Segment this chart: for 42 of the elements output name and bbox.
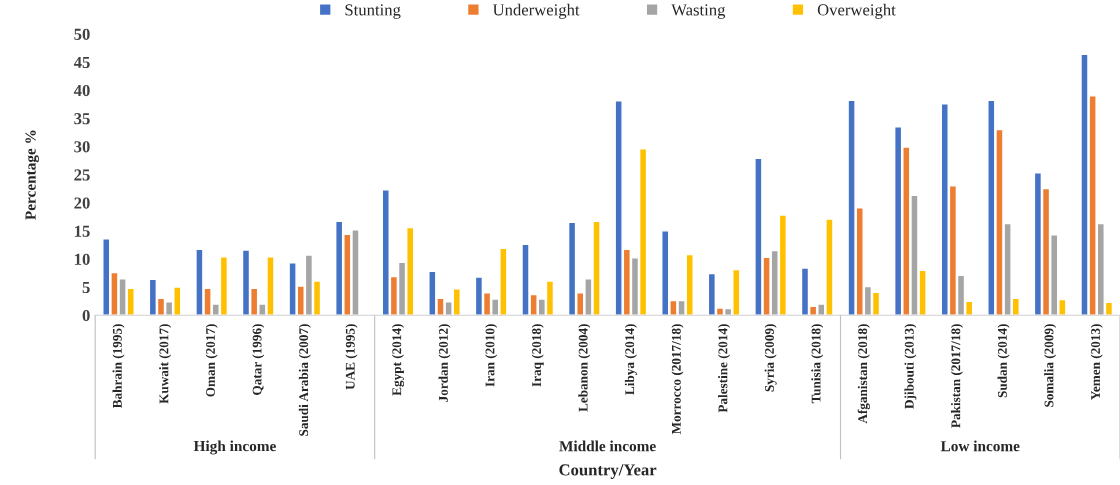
x-tick-label: Palestine (2014) xyxy=(718,324,731,413)
y-tick-label: 50 xyxy=(74,28,90,40)
y-tick-label: 0 xyxy=(82,309,90,322)
legend-label: Wasting xyxy=(671,4,726,19)
x-tick-label: Saudi Arabia (2007) xyxy=(298,324,311,436)
x-tick-label: Yemen (2013) xyxy=(1090,324,1103,400)
x-tick-label: Djibouti (2013) xyxy=(904,324,917,409)
legend-label: Underweight xyxy=(492,3,580,19)
y-tick-label: 20 xyxy=(74,197,90,209)
x-tick-label: Qatar (1996) xyxy=(252,324,265,395)
x-tick-label: Oman (2017) xyxy=(205,324,218,397)
x-tick-label: Pakistan (2017/18) xyxy=(950,324,963,428)
x-tick-label: Kuwait (2017) xyxy=(159,324,172,404)
y-axis-title: Percentage % xyxy=(25,130,39,220)
y-tick-label: 35 xyxy=(74,113,90,125)
x-tick-label: Iran (2010) xyxy=(485,324,498,387)
x-tick-label: Lebanon (2004) xyxy=(578,324,591,412)
x-axis-title: Country/Year xyxy=(559,464,657,479)
x-tick-label: Iraq (2018) xyxy=(531,324,544,387)
x-tick-label: Somalia (2009) xyxy=(1044,324,1057,407)
y-tick-label: 45 xyxy=(73,56,90,69)
x-tick-label: Syria (2009) xyxy=(764,324,777,392)
y-tick-label: 25 xyxy=(74,169,90,181)
x-tick-label: Morrocco (2017/18) xyxy=(671,324,684,435)
legend-label: Overweight xyxy=(817,3,896,19)
y-tick-label: 40 xyxy=(73,84,90,97)
x-tick-label: UAE (1995) xyxy=(345,324,358,390)
x-tick-label: Egypt (2014) xyxy=(391,324,405,396)
text: High income xyxy=(193,440,276,455)
x-tick-label: Jordan (2012) xyxy=(438,324,451,402)
x-tick-label: Sudan (2014) xyxy=(997,324,1010,398)
x-tick-label: Tunisia (2018) xyxy=(811,324,824,404)
legend-label: Stunting xyxy=(345,4,401,19)
text: Middle income xyxy=(559,440,656,452)
y-tick-label: 5 xyxy=(82,281,90,294)
x-tick-label: Libya (2014) xyxy=(624,324,637,395)
y-tick-label: 10 xyxy=(75,253,90,265)
y-tick-label: 15 xyxy=(75,225,90,237)
y-tick-label: 30 xyxy=(74,141,90,153)
x-tick-label: Bahrain (1995) xyxy=(112,324,125,409)
x-tick-label: Afganistan (2018) xyxy=(857,324,870,424)
text: Low income xyxy=(940,440,1020,452)
